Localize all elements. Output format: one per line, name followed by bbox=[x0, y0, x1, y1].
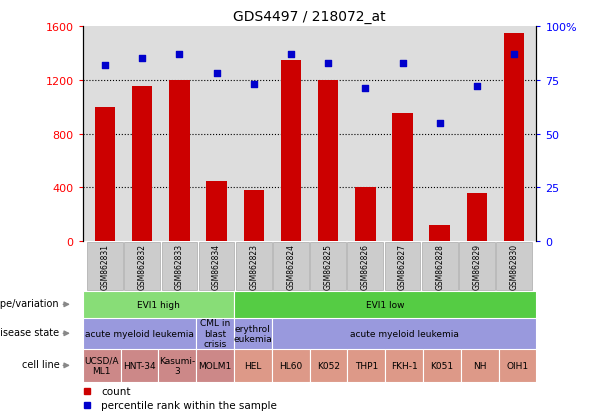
FancyBboxPatch shape bbox=[310, 242, 346, 290]
Bar bbox=[272, 318, 536, 349]
Bar bbox=[392, 114, 413, 242]
Bar bbox=[310, 349, 348, 382]
FancyBboxPatch shape bbox=[273, 242, 309, 290]
Bar bbox=[132, 87, 153, 242]
Bar bbox=[83, 291, 234, 318]
Bar bbox=[281, 60, 301, 242]
Text: K051: K051 bbox=[430, 361, 454, 370]
Bar bbox=[498, 349, 536, 382]
Point bbox=[286, 52, 296, 58]
Point bbox=[398, 60, 408, 66]
Bar bbox=[83, 318, 196, 349]
Bar bbox=[158, 349, 196, 382]
Text: GSM862828: GSM862828 bbox=[435, 244, 444, 289]
FancyBboxPatch shape bbox=[162, 242, 197, 290]
Text: acute myeloid leukemia: acute myeloid leukemia bbox=[85, 329, 194, 338]
Text: MOLM1: MOLM1 bbox=[199, 361, 232, 370]
FancyBboxPatch shape bbox=[459, 242, 495, 290]
Bar bbox=[272, 349, 310, 382]
Text: Kasumi-
3: Kasumi- 3 bbox=[159, 356, 196, 375]
FancyBboxPatch shape bbox=[236, 242, 272, 290]
Bar bbox=[355, 188, 376, 242]
FancyBboxPatch shape bbox=[199, 242, 234, 290]
Text: GSM862823: GSM862823 bbox=[249, 243, 258, 290]
Text: GSM862833: GSM862833 bbox=[175, 243, 184, 290]
Text: CML in
blast
crisis: CML in blast crisis bbox=[200, 319, 230, 348]
Bar bbox=[234, 349, 272, 382]
Bar bbox=[95, 107, 115, 242]
Point bbox=[137, 56, 147, 62]
Text: EVI1 low: EVI1 low bbox=[366, 300, 405, 309]
Text: OIH1: OIH1 bbox=[506, 361, 528, 370]
Text: THP1: THP1 bbox=[355, 361, 378, 370]
Text: GSM862827: GSM862827 bbox=[398, 243, 407, 290]
Text: K052: K052 bbox=[317, 361, 340, 370]
Text: UCSD/A
ML1: UCSD/A ML1 bbox=[85, 356, 119, 375]
Text: GSM862830: GSM862830 bbox=[509, 243, 519, 290]
Bar bbox=[461, 349, 498, 382]
Bar bbox=[207, 181, 227, 242]
Text: disease state: disease state bbox=[0, 327, 59, 337]
Text: HNT-34: HNT-34 bbox=[123, 361, 156, 370]
Text: cell line: cell line bbox=[22, 359, 59, 369]
Text: FKH-1: FKH-1 bbox=[390, 361, 417, 370]
Text: percentile rank within the sample: percentile rank within the sample bbox=[101, 400, 277, 410]
Point bbox=[249, 81, 259, 88]
Bar bbox=[196, 318, 234, 349]
Point bbox=[435, 120, 444, 127]
Bar bbox=[318, 81, 338, 242]
Point bbox=[175, 52, 185, 58]
Bar bbox=[83, 349, 121, 382]
Text: GSM862824: GSM862824 bbox=[286, 243, 295, 290]
Bar bbox=[385, 349, 423, 382]
Text: GSM862832: GSM862832 bbox=[138, 243, 147, 290]
Bar bbox=[169, 81, 189, 242]
Bar bbox=[234, 291, 536, 318]
Point bbox=[360, 86, 370, 93]
Point bbox=[100, 62, 110, 69]
Text: GSM862831: GSM862831 bbox=[101, 243, 110, 290]
Text: NH: NH bbox=[473, 361, 487, 370]
Bar bbox=[243, 191, 264, 242]
Text: GSM862825: GSM862825 bbox=[324, 243, 333, 290]
Point bbox=[472, 84, 482, 90]
Bar bbox=[121, 349, 158, 382]
Bar bbox=[196, 349, 234, 382]
FancyBboxPatch shape bbox=[496, 242, 532, 290]
Text: erythrol
eukemia: erythrol eukemia bbox=[234, 324, 272, 343]
Bar bbox=[348, 349, 385, 382]
Text: GSM862826: GSM862826 bbox=[361, 243, 370, 290]
FancyBboxPatch shape bbox=[422, 242, 457, 290]
FancyBboxPatch shape bbox=[87, 242, 123, 290]
Bar bbox=[234, 318, 272, 349]
FancyBboxPatch shape bbox=[348, 242, 383, 290]
Text: count: count bbox=[101, 386, 131, 396]
Bar bbox=[423, 349, 461, 382]
Point bbox=[509, 52, 519, 58]
Text: GSM862829: GSM862829 bbox=[473, 243, 481, 290]
Text: GSM862834: GSM862834 bbox=[212, 243, 221, 290]
Text: genotype/variation: genotype/variation bbox=[0, 298, 59, 308]
Title: GDS4497 / 218072_at: GDS4497 / 218072_at bbox=[234, 10, 386, 24]
FancyBboxPatch shape bbox=[385, 242, 421, 290]
Point bbox=[211, 71, 221, 77]
Bar bbox=[466, 193, 487, 242]
Bar bbox=[430, 225, 450, 242]
Bar bbox=[504, 33, 524, 242]
FancyBboxPatch shape bbox=[124, 242, 160, 290]
Text: acute myeloid leukemia: acute myeloid leukemia bbox=[349, 329, 459, 338]
Text: EVI1 high: EVI1 high bbox=[137, 300, 180, 309]
Text: HEL: HEL bbox=[244, 361, 262, 370]
Point bbox=[323, 60, 333, 66]
Text: HL60: HL60 bbox=[279, 361, 302, 370]
